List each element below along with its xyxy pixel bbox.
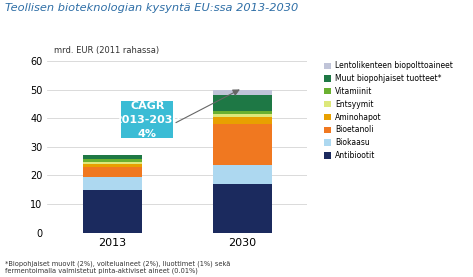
Text: *Biopohjaiset muovit (2%), voiteluaineet (2%), liuottimet (1%) sekä
fermentoimal: *Biopohjaiset muovit (2%), voiteluaineet… — [5, 260, 230, 274]
Bar — [83, 164, 141, 167]
Legend: Lentolikenteen biopolttoaineet, Muut biopohjaiset tuotteet*, Vitamiinit, Entsyym: Lentolikenteen biopolttoaineet, Muut bio… — [324, 61, 453, 160]
Bar — [213, 89, 272, 95]
FancyBboxPatch shape — [122, 101, 174, 138]
Text: mrd. EUR (2011 rahassa): mrd. EUR (2011 rahassa) — [54, 46, 159, 55]
Bar — [83, 155, 141, 159]
Bar — [213, 184, 272, 233]
Bar — [213, 114, 272, 117]
Bar — [213, 95, 272, 111]
Bar — [83, 159, 141, 162]
Text: Teollisen bioteknologian kysyntä EU:ssa 2013-2030: Teollisen bioteknologian kysyntä EU:ssa … — [5, 3, 298, 13]
Bar — [83, 162, 141, 164]
Bar — [83, 167, 141, 177]
Bar — [83, 177, 141, 190]
Bar — [213, 124, 272, 165]
Bar — [213, 165, 272, 184]
Bar — [213, 117, 272, 124]
Bar — [213, 111, 272, 114]
Text: CAGR
2013-2030
4%: CAGR 2013-2030 4% — [114, 101, 181, 138]
Bar — [83, 190, 141, 233]
